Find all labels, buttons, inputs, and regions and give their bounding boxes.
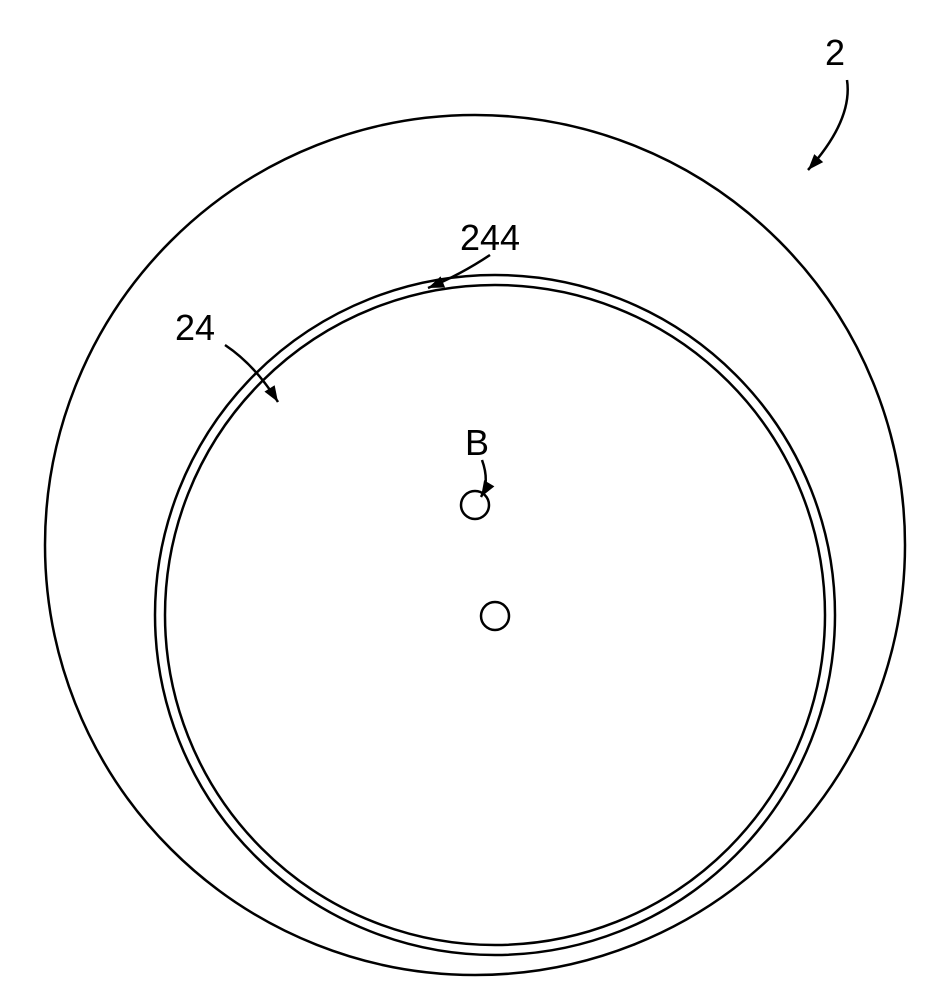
inner-ring-inner: [165, 285, 825, 945]
leader-b-arrowhead: [481, 480, 494, 497]
hole-b: [461, 491, 489, 519]
technical-diagram: 2 244 24 B: [0, 0, 942, 999]
inner-ring-outer: [155, 275, 835, 955]
label-244: 244: [460, 217, 520, 258]
label-b: B: [465, 422, 489, 463]
hole-lower: [481, 602, 509, 630]
label-2: 2: [825, 32, 845, 73]
label-24: 24: [175, 307, 215, 348]
leader-24-arrowhead: [264, 385, 278, 402]
